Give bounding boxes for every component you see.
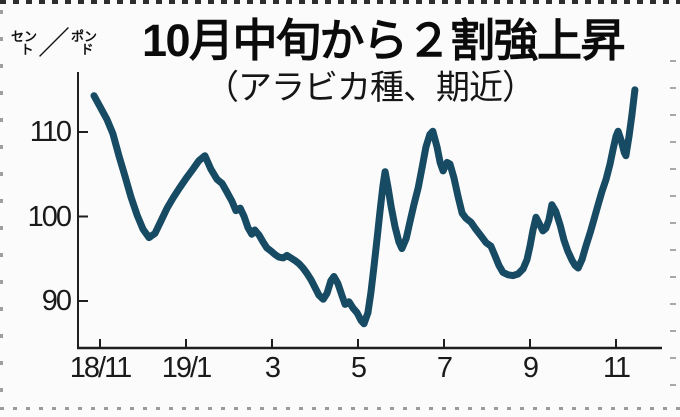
x-tick-label: 7 bbox=[436, 352, 453, 384]
x-tick-label: 18/11 bbox=[69, 352, 132, 384]
unit-cents: セン ト bbox=[11, 29, 38, 57]
y-tick-label: 100 bbox=[27, 200, 72, 233]
x-tick-label: 9 bbox=[522, 352, 539, 384]
x-tick-label: 11 bbox=[602, 352, 631, 384]
x-tick-label: 19/1 bbox=[161, 352, 212, 384]
y-tick-label: 110 bbox=[29, 116, 72, 148]
chart-title: 10月中旬から２割強上昇 bbox=[142, 15, 626, 66]
price-series-line bbox=[90, 86, 639, 328]
chart-subtitle: （アラビカ種、期近） bbox=[205, 69, 536, 107]
unit-slash: ／ bbox=[38, 25, 71, 61]
y-tick-label: 90 bbox=[41, 285, 72, 317]
x-tick-label: 3 bbox=[264, 352, 281, 384]
unit-pound: ポン ド bbox=[71, 29, 98, 57]
y-axis-unit-label: セン ト ／ ポン ド bbox=[11, 27, 97, 59]
x-tick-label: 5 bbox=[350, 352, 367, 384]
